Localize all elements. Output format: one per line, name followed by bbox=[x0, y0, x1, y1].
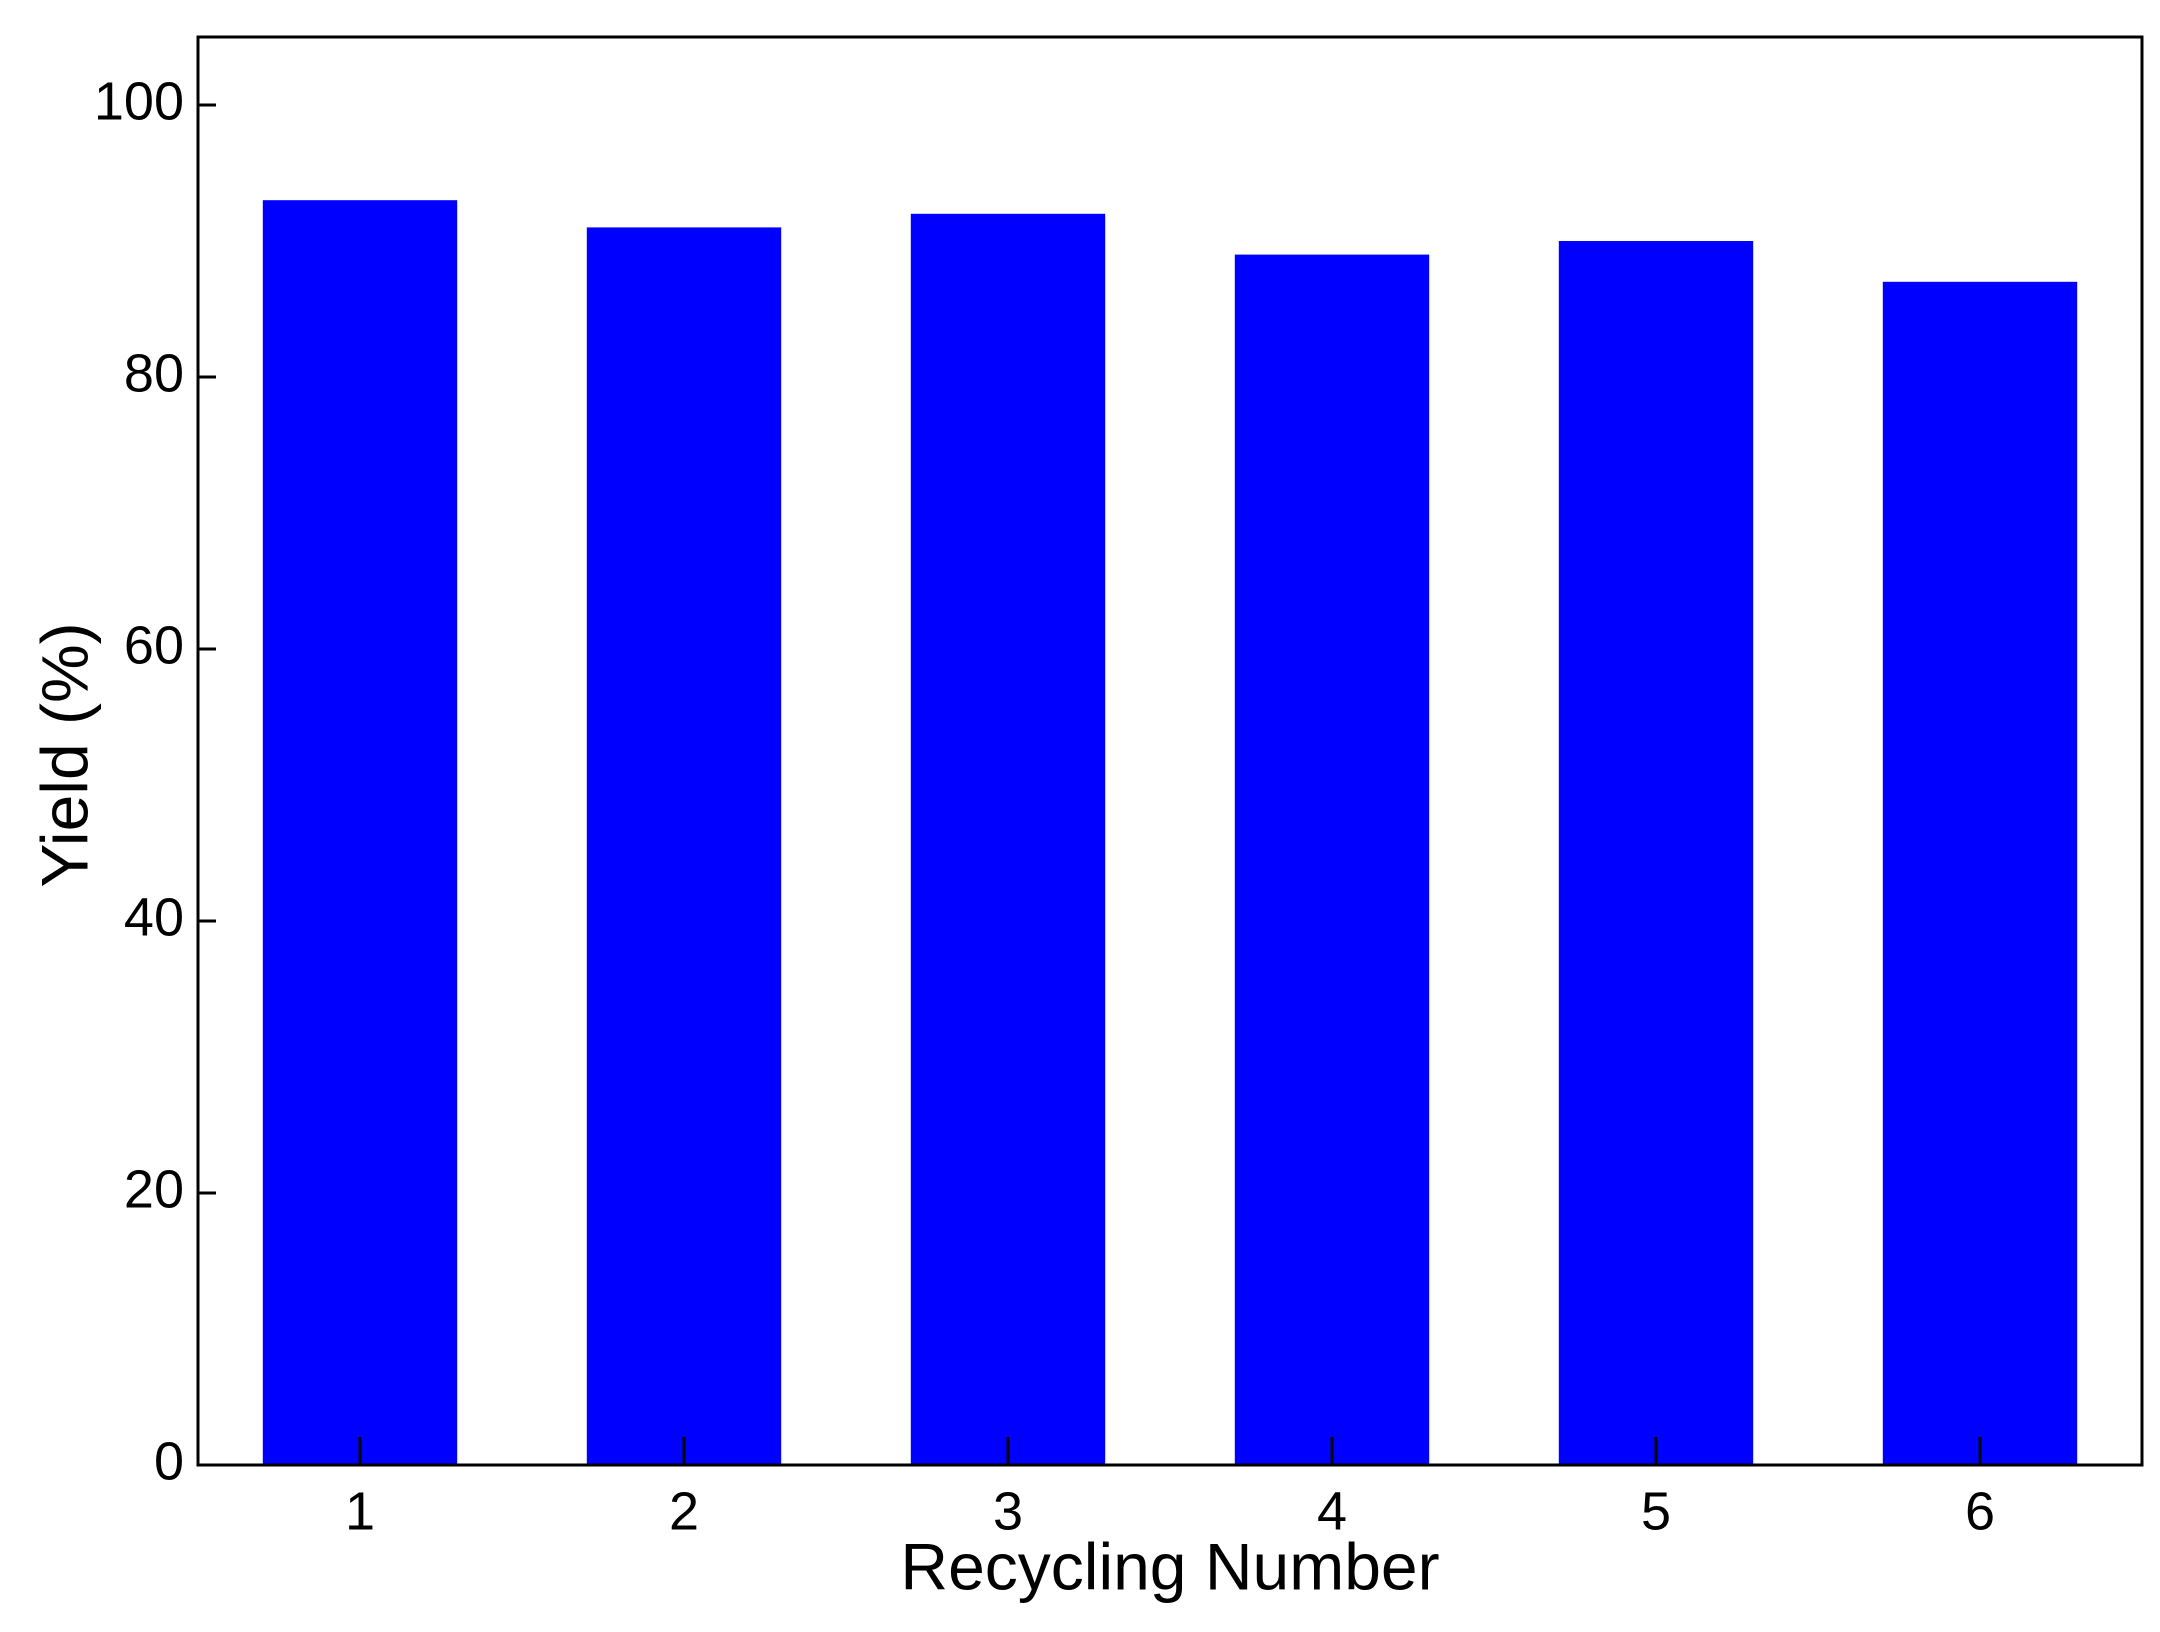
x-tick-label: 2 bbox=[669, 1481, 699, 1541]
y-tick-label: 40 bbox=[124, 887, 184, 947]
x-tick-label: 6 bbox=[1965, 1481, 1995, 1541]
x-tick-label: 5 bbox=[1641, 1481, 1671, 1541]
y-tick-label: 60 bbox=[124, 615, 184, 675]
y-tick-label: 0 bbox=[154, 1431, 184, 1491]
bar bbox=[1882, 281, 2078, 1465]
bar bbox=[586, 227, 782, 1465]
y-tick-label: 100 bbox=[94, 71, 184, 131]
bar bbox=[910, 213, 1106, 1465]
bar bbox=[1558, 241, 1754, 1465]
bar bbox=[262, 200, 458, 1466]
bar bbox=[1234, 254, 1430, 1466]
x-tick-label: 4 bbox=[1317, 1481, 1347, 1541]
plot-frame bbox=[196, 35, 2144, 1467]
x-axis-title: Recycling Number bbox=[900, 1529, 1439, 1603]
y-axis-title: Yield (%) bbox=[27, 622, 101, 887]
x-tick-label: 1 bbox=[345, 1481, 375, 1541]
x-tick-label: 3 bbox=[993, 1481, 1023, 1541]
y-tick-label: 80 bbox=[124, 343, 184, 403]
y-tick-label: 20 bbox=[124, 1159, 184, 1219]
